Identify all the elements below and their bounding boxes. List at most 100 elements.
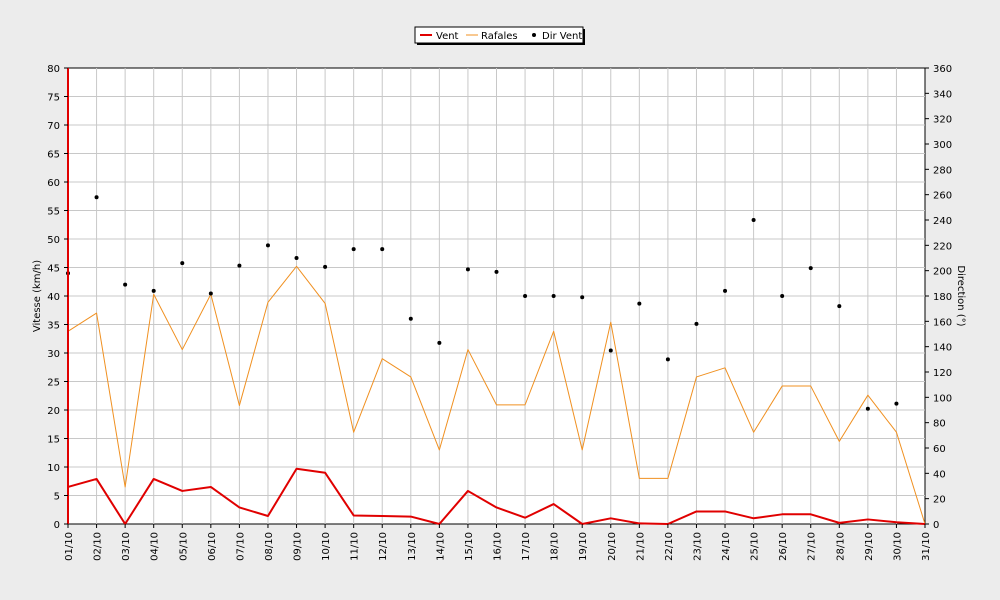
point-dir-vent-11 xyxy=(380,247,385,252)
x-tick-label-5: 06/10 xyxy=(207,532,218,561)
x-tick-label-17: 18/10 xyxy=(550,532,561,561)
y2-tick-label-14: 280 xyxy=(933,165,952,176)
y-tick-label-13: 65 xyxy=(47,150,60,161)
x-tick-label-10: 11/10 xyxy=(350,532,361,561)
legend-vent-label: Vent xyxy=(436,31,459,42)
y2-tick-label-7: 140 xyxy=(933,343,952,354)
x-tick-label-27: 28/10 xyxy=(835,532,846,561)
point-dir-vent-4 xyxy=(180,261,185,266)
y-tick-label-14: 70 xyxy=(47,121,60,132)
y2-tick-label-1: 20 xyxy=(933,495,946,506)
point-dir-vent-29 xyxy=(894,401,899,406)
x-tick-label-12: 13/10 xyxy=(407,532,418,561)
legend-dir-swatch xyxy=(532,33,536,37)
legend-rafales-label: Rafales xyxy=(481,31,518,42)
y-tick-label-8: 40 xyxy=(47,292,60,303)
point-dir-vent-28 xyxy=(865,406,870,411)
y-tick-label-15: 75 xyxy=(47,93,60,104)
y-axis-label: Vitesse (km/h) xyxy=(32,260,43,332)
y-tick-label-0: 0 xyxy=(54,520,60,531)
y2-tick-label-6: 120 xyxy=(933,368,952,379)
series-line-vent xyxy=(67,467,926,525)
x-tick-label-1: 02/10 xyxy=(93,532,104,561)
y2-tick-label-17: 340 xyxy=(933,89,952,100)
x-tick-label-0: 01/10 xyxy=(64,532,75,561)
point-dir-vent-14 xyxy=(465,267,470,272)
x-tick-label-3: 04/10 xyxy=(150,532,161,561)
x-tick-label-28: 29/10 xyxy=(864,532,875,561)
point-dir-vent-20 xyxy=(637,301,642,306)
point-dir-vent-12 xyxy=(408,316,413,321)
y2-tick-label-2: 40 xyxy=(933,469,946,480)
y2-tick-label-5: 100 xyxy=(933,393,952,404)
point-dir-vent-9 xyxy=(323,264,328,269)
y2-tick-label-3: 60 xyxy=(933,444,946,455)
y-tick-label-4: 20 xyxy=(47,406,60,417)
legend-dir-label: Dir Vent xyxy=(542,31,582,42)
y2-tick-label-11: 220 xyxy=(933,241,952,252)
point-dir-vent-27 xyxy=(837,304,842,309)
series-vent xyxy=(67,467,926,525)
x-tick-label-19: 20/10 xyxy=(607,532,618,561)
y2-tick-label-12: 240 xyxy=(933,216,952,227)
point-dir-vent-21 xyxy=(665,357,670,362)
x-tick-label-30: 31/10 xyxy=(921,532,932,561)
y-tick-label-12: 60 xyxy=(47,178,60,189)
point-dir-vent-18 xyxy=(580,295,585,300)
point-dir-vent-13 xyxy=(437,340,442,345)
y-tick-label-7: 35 xyxy=(47,321,60,332)
point-dir-vent-1 xyxy=(94,195,99,200)
y-tick-label-11: 55 xyxy=(47,207,60,218)
x-axis-ticks: 01/10 02/10 03/10 04/10 05/10 06/10 07/10 08/10… xyxy=(64,524,932,561)
point-dir-vent-5 xyxy=(208,291,213,296)
point-dir-vent-17 xyxy=(551,294,556,298)
x-tick-label-2: 03/10 xyxy=(121,532,132,561)
x-tick-label-6: 07/10 xyxy=(235,532,246,561)
x-tick-label-24: 25/10 xyxy=(750,532,761,561)
point-dir-vent-22 xyxy=(694,321,699,326)
y2-tick-label-4: 80 xyxy=(933,419,946,430)
x-tick-label-7: 08/10 xyxy=(264,532,275,561)
y2-tick-label-9: 180 xyxy=(933,292,952,303)
y-tick-label-5: 25 xyxy=(47,378,60,389)
legend-box xyxy=(414,26,584,44)
y-tick-label-10: 50 xyxy=(47,235,60,246)
point-dir-vent-26 xyxy=(808,266,813,271)
y-tick-label-1: 5 xyxy=(54,492,60,503)
series-dir-vent xyxy=(66,195,899,411)
y2-tick-label-0: 0 xyxy=(933,520,939,531)
point-dir-vent-3 xyxy=(151,288,156,293)
x-tick-label-20: 21/10 xyxy=(635,532,646,561)
x-tick-label-18: 19/10 xyxy=(578,532,589,561)
x-tick-label-9: 10/10 xyxy=(321,532,332,561)
point-dir-vent-19 xyxy=(608,348,613,353)
point-dir-vent-16 xyxy=(523,294,528,298)
x-tick-label-8: 09/10 xyxy=(293,532,304,561)
left-axis-ticks: 0 5 10 15 20 25 30 35 40 45 50 55 60 65 70 75 80 xyxy=(47,64,68,531)
y2-tick-label-8: 160 xyxy=(933,317,952,328)
x-tick-label-16: 17/10 xyxy=(521,532,532,561)
x-tick-label-25: 26/10 xyxy=(778,532,789,561)
point-dir-vent-8 xyxy=(294,256,299,260)
right-axis-ticks: 0 20 40 60 80 100 120 140 160 180 200 220 240 260 280 3… xyxy=(925,64,952,531)
y-tick-label-9: 45 xyxy=(47,264,60,275)
x-tick-label-11: 12/10 xyxy=(378,532,389,561)
x-tick-label-29: 30/10 xyxy=(892,532,903,561)
x-tick-label-21: 22/10 xyxy=(664,532,675,561)
x-tick-label-22: 23/10 xyxy=(692,532,703,561)
y2-tick-label-18: 360 xyxy=(933,64,952,75)
y2-tick-label-10: 200 xyxy=(933,267,952,278)
point-dir-vent-24 xyxy=(751,218,756,222)
x-tick-label-26: 27/10 xyxy=(807,532,818,561)
y-tick-label-6: 30 xyxy=(47,349,60,360)
series-layer xyxy=(66,195,926,525)
x-tick-label-13: 14/10 xyxy=(435,532,446,561)
y2-tick-label-15: 300 xyxy=(933,140,952,151)
y2-axis-label: Direction (°) xyxy=(955,265,966,326)
legend: Vent Rafales Dir Vent xyxy=(414,26,585,45)
point-dir-vent-25 xyxy=(780,294,785,298)
point-dir-vent-15 xyxy=(494,269,499,274)
point-dir-vent-7 xyxy=(265,243,270,248)
y2-tick-label-13: 260 xyxy=(933,191,952,202)
